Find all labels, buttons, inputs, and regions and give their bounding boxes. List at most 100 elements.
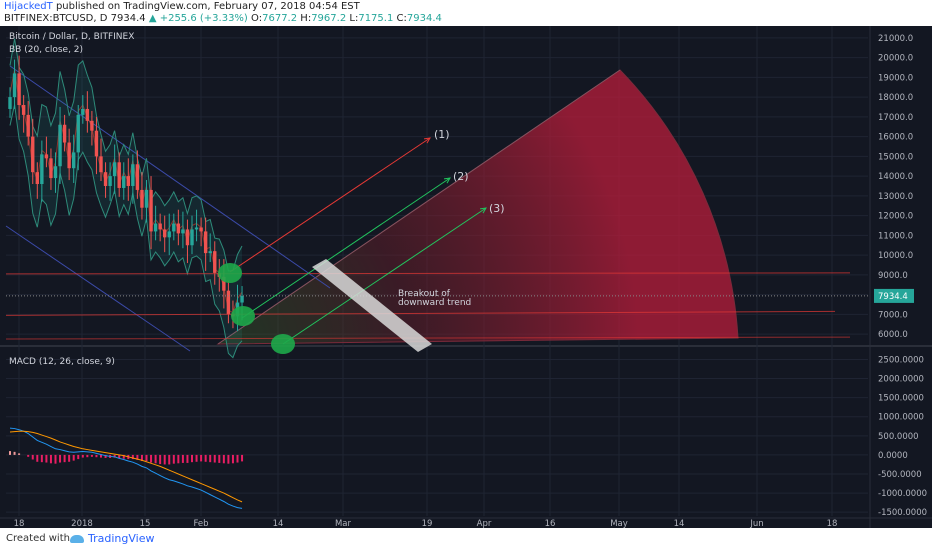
candle-body [163, 229, 167, 238]
bb-basis [9, 69, 243, 314]
low-label: L: [349, 13, 359, 24]
bb-indicator-label[interactable]: BB (20, close, 2) [9, 45, 84, 55]
macd-indicator-label[interactable]: MACD (12, 26, close, 9) [9, 357, 115, 367]
candle-body [85, 108, 90, 121]
pivot-marker [231, 306, 255, 326]
time-tick-label: 15 [140, 519, 151, 528]
candle-body [35, 172, 39, 185]
chart-canvas[interactable]: 21000.0 20000.0 19000.0 18000.0 17000.0 16000… [0, 26, 932, 528]
candle-body [8, 97, 12, 109]
candle-body [158, 223, 162, 230]
candle-body [76, 114, 80, 153]
candle-body [108, 176, 112, 186]
candle-body [208, 251, 212, 254]
arrow-1-head [423, 137, 431, 144]
high-label: H: [300, 13, 312, 24]
chart-area[interactable]: 21000.0 20000.0 19000.0 18000.0 17000.0 16000… [0, 26, 932, 528]
up-arrow-icon: ▲ [148, 13, 157, 24]
macd-line [9, 427, 243, 509]
time-tick-label: Mar [335, 519, 352, 528]
time-tick-label: Jun [749, 519, 763, 528]
candle-body [103, 172, 108, 186]
candle-body [190, 229, 194, 246]
macd-pane [9, 427, 244, 509]
candlesticks [8, 55, 244, 332]
candle-body [149, 189, 153, 232]
support-level [5, 310, 836, 316]
price-tick-label: 7000.0 [878, 310, 908, 320]
breakout-label-line1: Breakout of [398, 289, 450, 299]
symbol-label: BITFINEX:BTCUSD, D [4, 13, 108, 24]
price-tick-label: 16000.0 [878, 133, 913, 143]
time-tick-label: 14 [674, 519, 685, 528]
close-label: C: [396, 13, 407, 24]
pivot-marker [271, 334, 295, 354]
change-value: +255.6 (+3.33%) [159, 13, 248, 24]
tradingview-logo[interactable]: TradingView [70, 532, 154, 545]
price-tick-label: 9000.0 [878, 271, 908, 281]
time-tick-label: Feb [193, 519, 208, 528]
fan-cone-shape [216, 69, 739, 345]
candle-body [226, 290, 231, 315]
time-tick-label: 14 [273, 519, 284, 528]
candle-body [172, 223, 176, 232]
axes: 21000.0 20000.0 19000.0 18000.0 17000.0 16000… [14, 34, 927, 528]
candle-body [99, 156, 103, 173]
arrow-3 [282, 207, 487, 345]
candle-body [122, 176, 126, 188]
breakout-bar-shape [312, 259, 432, 352]
bollinger-bands [9, 38, 243, 359]
candle-body [81, 108, 85, 115]
candle-body [31, 136, 35, 173]
candle-body [240, 295, 244, 303]
candle-body [58, 124, 62, 167]
publication-header: HijackedT published on TradingView.com, … [0, 0, 932, 26]
author-link[interactable]: HijackedT [4, 1, 53, 12]
candle-body [26, 114, 30, 137]
downtrend-channel [5, 65, 331, 352]
macd-tick-label: -1000.0000 [878, 489, 927, 499]
open-label: O: [251, 13, 263, 24]
tradingview-brand: TradingView [88, 532, 155, 545]
low-level [5, 336, 851, 340]
high-value: 7967.2 [311, 13, 347, 24]
candle-body [40, 154, 44, 185]
candle-body [131, 164, 135, 186]
breakout-bar [312, 259, 432, 352]
pivot-marker [218, 263, 242, 283]
candle-body [126, 176, 130, 186]
arrow-3-head [479, 207, 487, 214]
horizontal-levels [5, 272, 870, 340]
price-tick-label: 15000.0 [878, 152, 913, 162]
bb-upper [9, 38, 243, 272]
channel-line-lower [5, 225, 191, 352]
macd-tick-label: 0.0000 [878, 451, 908, 461]
last-price: 7934.4 [110, 13, 146, 24]
fan-edge-upper [217, 69, 621, 345]
candle-body [117, 162, 121, 188]
macd-tick-label: -500.0000 [878, 470, 922, 480]
candle-body [181, 229, 185, 234]
macd-tick-label: -1500.0000 [878, 508, 927, 518]
candle-body [44, 154, 49, 159]
arrow-2-head [443, 177, 451, 184]
candle-body [153, 223, 158, 232]
time-tick-label: 16 [545, 519, 556, 528]
candle-body [222, 276, 226, 291]
signal-line [9, 430, 243, 503]
close-value: 7934.4 [406, 13, 442, 24]
price-tick-label: 11000.0 [878, 231, 913, 241]
candle-body [17, 73, 21, 106]
resistance-level [5, 272, 851, 275]
low-value: 7175.1 [358, 13, 394, 24]
time-tick-label: 18 [14, 519, 25, 528]
candle-body [203, 231, 208, 254]
time-tick-label: 18 [827, 519, 838, 528]
candle-body [144, 189, 149, 208]
candle-body [135, 164, 140, 190]
projection-arrows [229, 137, 487, 345]
candle-body [49, 158, 53, 179]
candle-body [176, 223, 181, 234]
time-tick-label: Apr [477, 519, 492, 528]
candle-body [199, 227, 203, 232]
